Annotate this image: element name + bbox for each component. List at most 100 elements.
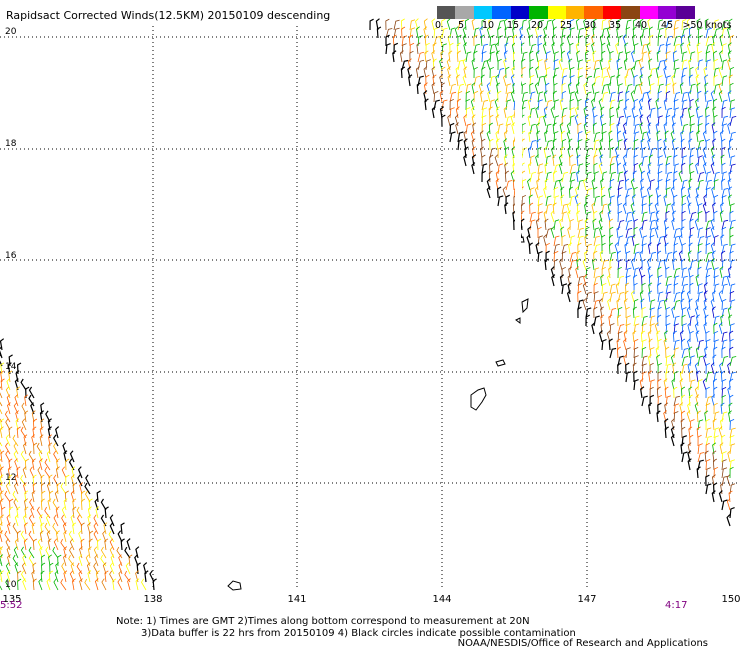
wind-barb xyxy=(423,18,428,31)
wind-barb xyxy=(78,570,83,583)
wind-barb xyxy=(576,258,581,271)
wind-barb xyxy=(416,82,422,95)
wind-barb xyxy=(607,274,611,287)
wind-barb xyxy=(632,330,637,343)
wind-barb xyxy=(417,35,423,47)
wind-barb xyxy=(407,58,412,71)
wind-barb xyxy=(5,578,11,591)
wind-barb xyxy=(441,18,446,31)
wind-barb xyxy=(681,74,686,87)
wind-barb xyxy=(681,242,686,255)
wind-barb xyxy=(713,58,719,71)
wind-barb xyxy=(638,98,643,111)
wind-barb xyxy=(5,434,11,447)
wind-barb xyxy=(657,194,662,207)
wind-barb xyxy=(647,18,652,31)
wind-barb xyxy=(713,315,720,327)
wind-barb xyxy=(487,90,491,103)
wind-barb xyxy=(639,82,643,95)
wind-barb xyxy=(630,90,635,103)
wind-barb xyxy=(87,570,92,583)
wind-barb xyxy=(721,259,727,271)
wind-barb xyxy=(696,18,701,31)
wind-barb xyxy=(559,274,565,287)
wind-barb xyxy=(32,538,38,551)
wind-barb xyxy=(537,203,543,215)
wind-barb xyxy=(639,250,644,263)
wind-barb xyxy=(687,202,692,215)
wind-barb xyxy=(617,18,622,31)
wind-barb xyxy=(721,115,728,127)
wind-barb xyxy=(663,122,668,135)
wind-barb xyxy=(632,194,636,207)
wind-barb xyxy=(616,106,621,119)
wind-barb xyxy=(681,218,686,231)
wind-barb xyxy=(665,314,670,327)
wind-barb xyxy=(584,234,589,247)
wind-barb xyxy=(504,26,509,39)
wind-barb xyxy=(609,123,615,135)
wind-barb xyxy=(577,131,583,143)
wind-barb xyxy=(673,411,679,423)
wind-barb xyxy=(497,20,505,31)
wind-barb xyxy=(593,299,600,311)
wind-barb xyxy=(0,354,3,367)
wind-barb xyxy=(727,450,732,463)
wind-barb xyxy=(569,27,575,39)
wind-barb xyxy=(432,58,437,71)
wind-barb xyxy=(673,170,678,183)
colorbar-swatch xyxy=(602,6,622,19)
wind-barb xyxy=(646,114,651,127)
wind-barb xyxy=(663,138,668,151)
wind-barb xyxy=(417,51,425,63)
wind-barb xyxy=(649,251,657,263)
wind-barb xyxy=(681,19,687,31)
wind-barb xyxy=(689,66,694,79)
wind-barb xyxy=(718,82,723,95)
wind-barb xyxy=(617,67,623,79)
wind-barb xyxy=(561,67,568,79)
wind-barb xyxy=(646,186,651,199)
wind-barb xyxy=(713,427,720,439)
wind-barb xyxy=(552,202,557,215)
wind-barb xyxy=(87,506,92,519)
wind-barb xyxy=(5,538,11,551)
wind-barb xyxy=(593,315,600,327)
wind-barb xyxy=(657,171,663,183)
wind-barb xyxy=(553,51,559,63)
wind-barb xyxy=(673,323,679,335)
wind-barb xyxy=(441,43,447,55)
wind-barb xyxy=(665,91,671,103)
wind-barb xyxy=(457,131,464,143)
wind-barb xyxy=(649,347,655,359)
wind-barb xyxy=(89,530,94,543)
wind-barb xyxy=(593,139,600,151)
colorbar-tick-label: 35 xyxy=(608,20,622,31)
wind-barb xyxy=(688,234,693,247)
wind-barb xyxy=(703,66,708,79)
wind-barb xyxy=(665,83,671,95)
wind-barb xyxy=(4,490,11,503)
wind-barb xyxy=(609,171,616,183)
wind-barb xyxy=(673,250,678,263)
wind-barb xyxy=(88,498,93,511)
wind-barb xyxy=(623,330,628,343)
wind-barb xyxy=(713,67,720,79)
wind-barb xyxy=(385,18,390,31)
wind-barb xyxy=(585,211,592,223)
wind-barb xyxy=(561,34,566,47)
wind-barb xyxy=(457,83,464,95)
wind-barb xyxy=(639,18,644,31)
wind-barb xyxy=(657,106,662,119)
wind-barb xyxy=(39,546,43,559)
wind-barb xyxy=(97,538,102,551)
colorbar-swatch xyxy=(621,6,640,19)
wind-barb xyxy=(62,522,67,535)
wind-barb xyxy=(705,435,712,447)
wind-barb xyxy=(457,91,463,103)
wind-barb xyxy=(502,186,507,199)
wind-barb xyxy=(680,130,685,143)
wind-barb xyxy=(41,490,46,503)
wind-barb xyxy=(585,188,593,199)
wind-barb xyxy=(537,19,544,31)
